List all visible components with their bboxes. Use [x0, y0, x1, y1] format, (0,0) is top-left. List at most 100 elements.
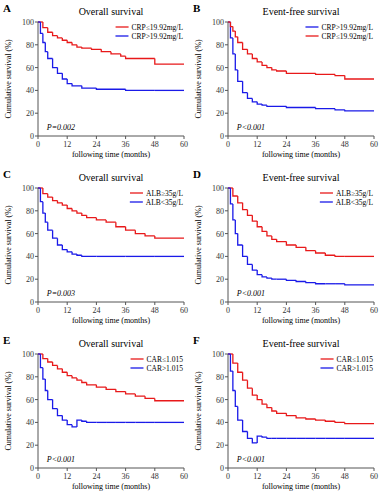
step-segment: [335, 421, 345, 422]
step-segment: [53, 230, 58, 238]
x-tick-label: 0: [226, 472, 230, 481]
step-segment: [243, 81, 248, 92]
series: [38, 188, 184, 238]
step-segment: [96, 385, 106, 387]
step-segment: [272, 408, 277, 411]
legend-label: CRP≤19.92mg/L: [322, 32, 374, 41]
y-tick-label: 20: [216, 441, 224, 450]
step-segment: [335, 109, 345, 110]
x-tick: [344, 468, 345, 471]
series: [38, 188, 184, 256]
step-segment: [67, 40, 72, 42]
step-segment: [272, 236, 277, 239]
y-tick: [35, 90, 38, 91]
legend-handle: [130, 201, 143, 202]
x-tick-label: 60: [370, 140, 378, 149]
step-segment: [257, 102, 262, 104]
step-segment: [57, 36, 62, 38]
y-tick-label: 100: [22, 350, 34, 359]
x-tick-label: 12: [63, 472, 71, 481]
x-tick-label: 24: [282, 472, 290, 481]
step-segment: [233, 204, 235, 220]
legend: CAR≤1.015CAR>1.015: [320, 355, 373, 373]
x-tick: [315, 136, 316, 139]
x-tick: [374, 136, 375, 139]
plot-area: [228, 22, 374, 111]
x-tick-label: 24: [92, 472, 100, 481]
y-tick: [35, 188, 38, 189]
x-tick: [154, 136, 155, 139]
x-tick-label: 12: [253, 472, 261, 481]
x-tick-label: 36: [312, 472, 320, 481]
step-segment: [48, 28, 53, 33]
step-segment: [316, 438, 326, 439]
step-segment: [243, 43, 248, 50]
step-segment: [238, 406, 243, 420]
step-segment: [43, 33, 45, 42]
step-segment: [243, 245, 248, 256]
step-segment: [57, 365, 62, 368]
y-axis-line: [38, 354, 39, 468]
x-tick: [154, 302, 155, 305]
x-tick-label: 48: [341, 472, 349, 481]
legend: CRP>19.92mg/LCRP≤19.92mg/L: [305, 23, 373, 41]
legend-label: CRP>19.92mg/L: [321, 23, 373, 32]
y-tick-label: 80: [216, 373, 224, 382]
y-tick-label: 100: [22, 184, 34, 193]
y-tick-label: 0: [220, 464, 224, 473]
x-tick-label: 48: [151, 306, 159, 315]
panel: AOverall survival01224364860020406080100…: [3, 2, 188, 159]
legend-label: ALB≥35g/L: [336, 189, 373, 198]
y-tick-label: 40: [216, 418, 224, 427]
y-tick: [225, 113, 228, 114]
step-segment: [262, 400, 267, 405]
step-segment: [43, 368, 45, 379]
step-segment: [345, 110, 374, 111]
step-segment: [262, 275, 267, 277]
step-segment: [272, 278, 277, 279]
x-tick-label: 0: [226, 140, 230, 149]
step-segment: [267, 105, 286, 106]
step-segment: [272, 68, 277, 70]
panel: BEvent-free survival01224364860020406080…: [193, 2, 378, 159]
x-axis-label: following time (months): [262, 482, 341, 491]
legend-handle: [306, 35, 319, 36]
x-tick: [154, 468, 155, 471]
series: [228, 188, 374, 256]
step-segment: [116, 222, 126, 227]
step-segment: [106, 220, 116, 222]
y-axis-label: Cumulative survival (%): [4, 205, 13, 284]
step-segment: [62, 38, 67, 40]
step-segment: [145, 396, 155, 398]
step-segment: [252, 54, 257, 59]
step-segment: [262, 436, 267, 437]
x-tick: [257, 302, 258, 305]
y-tick: [35, 256, 38, 257]
series: [228, 188, 374, 285]
panel-label: C: [3, 168, 11, 180]
legend-handle: [320, 192, 333, 193]
y-axis-label: Cumulative survival (%): [194, 39, 203, 118]
legend: CRP≤19.92mg/LCRP>19.92mg/L: [115, 23, 183, 41]
step-segment: [335, 255, 345, 256]
x-tick-label: 24: [282, 140, 290, 149]
title: Overall survival: [79, 172, 144, 183]
step-segment: [345, 422, 374, 423]
step-segment: [267, 404, 272, 407]
step-segment: [306, 418, 316, 419]
y-tick: [35, 399, 38, 400]
step-segment: [233, 371, 235, 390]
step-segment: [48, 390, 53, 399]
y-tick: [35, 210, 38, 211]
y-tick: [35, 67, 38, 68]
step-segment: [45, 379, 47, 390]
legend-label: CRP≤19.92mg/L: [132, 23, 184, 32]
legend-label: CAR≤1.015: [337, 355, 374, 364]
step-segment: [62, 203, 67, 205]
step-segment: [126, 392, 136, 394]
x-tick: [374, 302, 375, 305]
figure: AOverall survival01224364860020406080100…: [0, 0, 380, 500]
x-tick: [125, 302, 126, 305]
step-segment: [262, 227, 267, 232]
legend: ALB≥35g/LALB<35g/L: [320, 189, 374, 207]
